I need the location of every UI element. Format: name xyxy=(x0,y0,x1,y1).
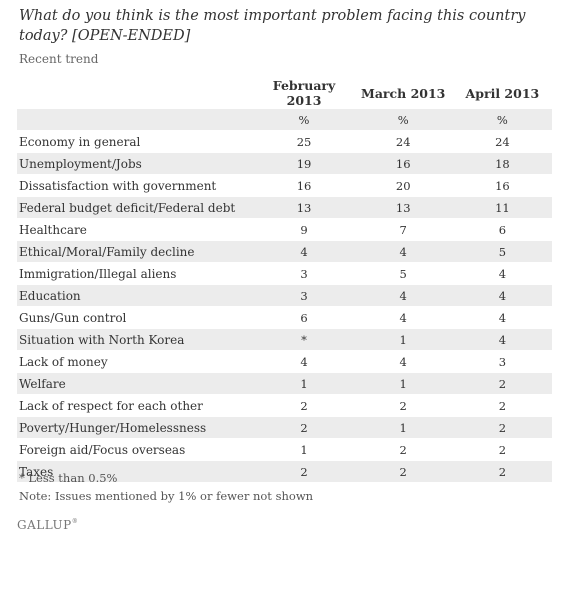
row-value: 2 xyxy=(254,394,354,417)
table-body: % % % Economy in general 25 24 24 Unemployme… xyxy=(17,108,552,482)
column-header: February 2013 xyxy=(254,78,354,109)
unit-cell: % xyxy=(254,108,354,131)
row-value: 16 xyxy=(254,174,354,197)
table-row: Situation with North Korea * 1 4 xyxy=(17,328,552,351)
row-value: 2 xyxy=(452,416,552,439)
row-value: 11 xyxy=(452,196,552,219)
row-value: * xyxy=(254,328,354,351)
row-label: Lack of respect for each other xyxy=(17,394,255,417)
row-value: 4 xyxy=(353,350,453,373)
row-value: 20 xyxy=(353,174,453,197)
row-value: 2 xyxy=(452,438,552,461)
table-row: Foreign aid/Focus overseas 1 2 2 xyxy=(17,438,552,461)
row-value: 6 xyxy=(452,218,552,241)
row-value: 25 xyxy=(254,130,354,153)
table-row: Dissatisfaction with government 16 20 16 xyxy=(17,174,552,197)
row-value: 3 xyxy=(254,262,354,285)
column-header: March 2013 xyxy=(353,78,453,109)
table-row: Poverty/Hunger/Homelessness 2 1 2 xyxy=(17,416,552,439)
row-value: 4 xyxy=(254,350,354,373)
table-row: Healthcare 9 7 6 xyxy=(17,218,552,241)
row-value: 1 xyxy=(353,328,453,351)
row-value: 16 xyxy=(452,174,552,197)
table-row: Immigration/Illegal aliens 3 5 4 xyxy=(17,262,552,285)
row-value: 18 xyxy=(452,152,552,175)
table-row: Welfare 1 1 2 xyxy=(17,372,552,395)
row-label: Situation with North Korea xyxy=(17,328,255,351)
row-label: Federal budget deficit/Federal debt xyxy=(17,196,255,219)
table-row: Federal budget deficit/Federal debt 13 13 1… xyxy=(17,196,552,219)
row-label: Lack of money xyxy=(17,350,255,373)
logo-mark: ® xyxy=(71,518,79,525)
row-value: 5 xyxy=(452,240,552,263)
header-row: February 2013 March 2013 April 2013 xyxy=(17,78,552,109)
unit-cell: % xyxy=(452,108,552,131)
table-row: Guns/Gun control 6 4 4 xyxy=(17,306,552,329)
row-value: 1 xyxy=(353,416,453,439)
row-value: 13 xyxy=(353,196,453,219)
row-value: 2 xyxy=(452,372,552,395)
header-blank xyxy=(17,78,255,109)
row-value: 4 xyxy=(452,328,552,351)
row-value: 4 xyxy=(353,306,453,329)
row-label: Unemployment/Jobs xyxy=(17,152,255,175)
row-value: 19 xyxy=(254,152,354,175)
row-value: 2 xyxy=(254,460,354,482)
row-label: Immigration/Illegal aliens xyxy=(17,262,255,285)
row-value: 1 xyxy=(254,438,354,461)
row-label: Economy in general xyxy=(17,130,255,153)
table-row: Ethical/Moral/Family decline 4 4 5 xyxy=(17,240,552,263)
unit-label-blank xyxy=(17,108,255,131)
row-label: Poverty/Hunger/Homelessness xyxy=(17,416,255,439)
table-row: Unemployment/Jobs 19 16 18 xyxy=(17,152,552,175)
row-value: 2 xyxy=(452,460,552,482)
row-value: 3 xyxy=(452,350,552,373)
row-value: 4 xyxy=(452,306,552,329)
row-value: 13 xyxy=(254,196,354,219)
unit-cell: % xyxy=(353,108,453,131)
row-label: Foreign aid/Focus overseas xyxy=(17,438,255,461)
row-value: 7 xyxy=(353,218,453,241)
row-label: Welfare xyxy=(17,372,255,395)
row-label: Healthcare xyxy=(17,218,255,241)
row-value: 24 xyxy=(452,130,552,153)
question-title: What do you think is the most important … xyxy=(19,8,526,44)
row-value: 4 xyxy=(254,240,354,263)
subtitle: Recent trend xyxy=(19,52,99,66)
row-value: 9 xyxy=(254,218,354,241)
gallup-logo: GALLUP® xyxy=(17,518,78,532)
row-value: 1 xyxy=(353,372,453,395)
row-label: Education xyxy=(17,284,255,307)
unit-row: % % % xyxy=(17,108,552,131)
row-value: 3 xyxy=(254,284,354,307)
row-value: 2 xyxy=(353,438,453,461)
row-label: Guns/Gun control xyxy=(17,306,255,329)
row-label: Taxes xyxy=(17,460,255,482)
column-header: April 2013 xyxy=(452,78,552,109)
row-value: 4 xyxy=(452,262,552,285)
row-value: 2 xyxy=(254,416,354,439)
row-value: 4 xyxy=(353,284,453,307)
row-value: 2 xyxy=(353,460,453,482)
table-row: Taxes 2 2 2 xyxy=(17,460,552,482)
row-label: Dissatisfaction with government xyxy=(17,174,255,197)
footnote-note: Note: Issues mentioned by 1% or fewer no… xyxy=(19,489,314,503)
results-table: February 2013 March 2013 April 2013 % % … xyxy=(17,78,552,482)
row-value: 2 xyxy=(452,394,552,417)
row-value: 4 xyxy=(452,284,552,307)
logo-text: GALLUP xyxy=(17,518,72,532)
row-value: 1 xyxy=(254,372,354,395)
table-row: Lack of respect for each other 2 2 2 xyxy=(17,394,552,417)
row-value: 4 xyxy=(353,240,453,263)
row-label: Ethical/Moral/Family decline xyxy=(17,240,255,263)
row-value: 16 xyxy=(353,152,453,175)
row-value: 5 xyxy=(353,262,453,285)
row-value: 24 xyxy=(353,130,453,153)
row-value: 2 xyxy=(353,394,453,417)
row-value: 6 xyxy=(254,306,354,329)
footnote-less-than: * Less than 0.5% xyxy=(19,471,118,485)
table-row: Lack of money 4 4 3 xyxy=(17,350,552,373)
table-row: Economy in general 25 24 24 xyxy=(17,130,552,153)
table-row: Education 3 4 4 xyxy=(17,284,552,307)
